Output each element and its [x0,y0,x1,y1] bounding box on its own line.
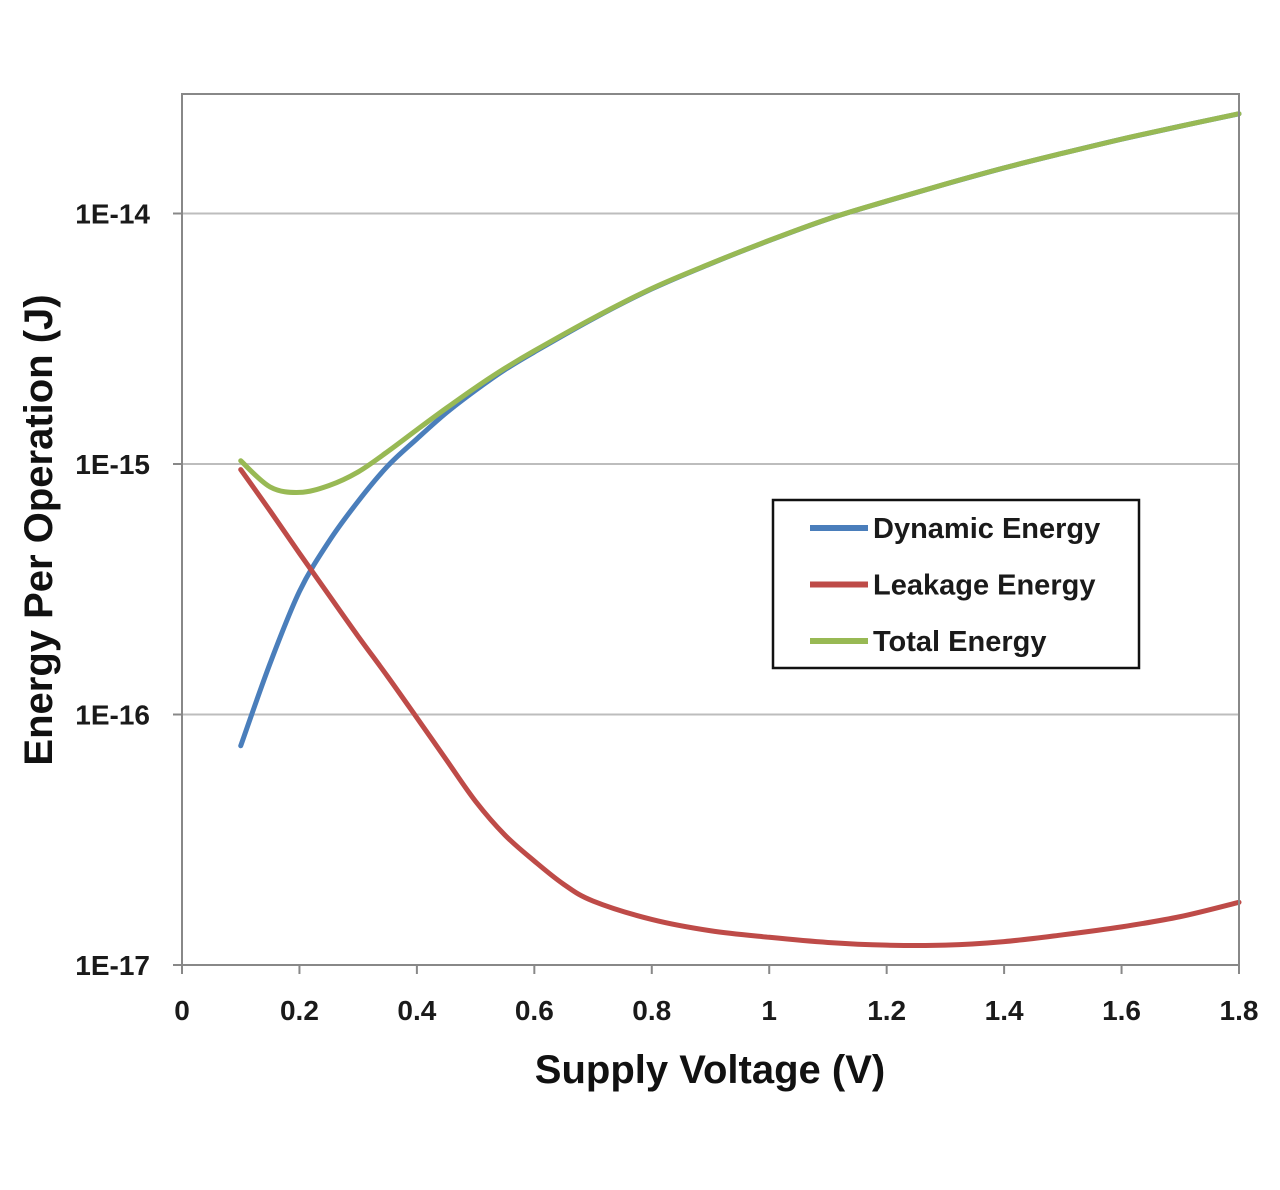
legend-label-dynamic-energy: Dynamic Energy [873,513,1100,545]
y-axis-title: Energy Per Operation (J) [17,294,61,765]
x-tick-label: 1.4 [985,995,1024,1026]
legend-label-leakage-energy: Leakage Energy [873,570,1095,602]
series-line-leakage-energy [238,467,1242,949]
x-tick-label: 1.6 [1102,995,1141,1026]
x-axis-ticks: 0 0.2 0.4 0.6 0.8 1 1.2 1.4 1.6 1.8 [174,965,1258,1026]
x-tick-label: 0.4 [397,995,436,1026]
x-tick-label: 0 [174,995,190,1026]
x-tick-label: 1.2 [867,995,906,1026]
y-axis-ticks: 1E-17 1E-16 1E-15 1E-14 [75,199,182,981]
y-tick-label: 1E-15 [75,449,150,480]
x-tick-label: 0.8 [632,995,671,1026]
x-axis-title: Supply Voltage (V) [535,1048,885,1092]
plot-area-border [181,93,1240,966]
series-lines [238,111,1242,949]
y-tick-label: 1E-16 [75,700,150,731]
y-tick-label: 1E-17 [75,950,150,981]
legend: Dynamic Energy Leakage Energy Total Energy [771,498,1141,670]
legend-label-total-energy: Total Energy [873,626,1047,658]
grid-lines [182,212,1239,716]
x-tick-label: 1.8 [1220,995,1259,1026]
legend-items: Dynamic Energy Leakage Energy Total Energy [810,513,1100,658]
x-tick-label: 0.6 [515,995,554,1026]
x-tick-label: 0.2 [280,995,319,1026]
y-tick-label: 1E-14 [75,199,150,230]
x-tick-label: 1 [761,995,777,1026]
series-line-total-energy [238,111,1242,495]
